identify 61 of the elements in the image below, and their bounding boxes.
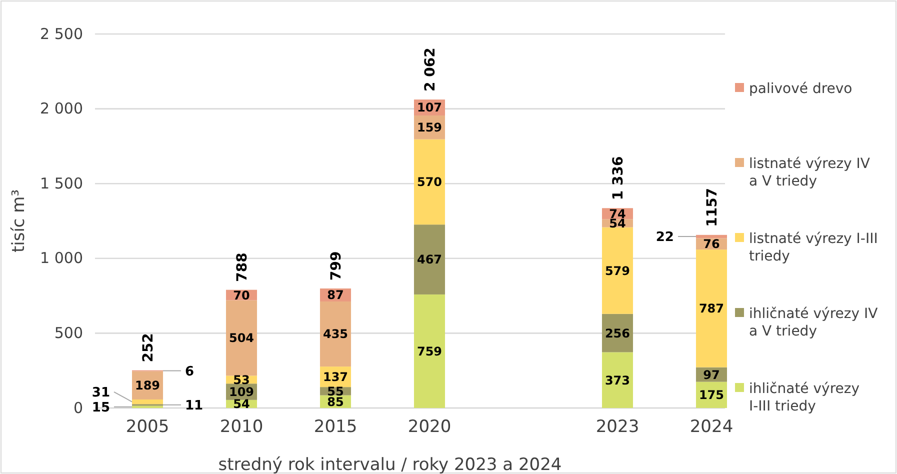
data-label: 189: [134, 378, 160, 393]
y-axis-title: tisíc m³: [9, 189, 29, 253]
data-label: 137: [322, 370, 348, 384]
data-label: 31: [92, 385, 110, 400]
data-label: 11: [185, 398, 204, 414]
data-label: 76: [703, 237, 720, 252]
legend-label: ihličnaté výrezy I-III triedy: [749, 380, 860, 414]
x-axis-title: stredný rok intervalu / roky 2023 a 2024: [218, 455, 562, 474]
bar: [414, 224, 446, 294]
data-label: 15: [92, 400, 110, 416]
total-label: 799: [328, 251, 344, 280]
data-label: 579: [604, 264, 630, 278]
bar: [602, 352, 634, 408]
bar: [132, 399, 164, 404]
data-label: 6: [185, 364, 194, 380]
data-label: 787: [698, 302, 724, 316]
total-label: 788: [234, 252, 250, 282]
x-tick-label: 2015: [314, 417, 358, 438]
legend-label: listnaté výrezy I-III triedy: [749, 230, 878, 264]
x-tick-label: 2020: [408, 417, 452, 438]
x-tick-label: 2005: [126, 417, 170, 438]
bar: [696, 234, 727, 238]
total-label: 2 062: [422, 48, 438, 92]
bar: [696, 250, 727, 368]
data-label: 109: [228, 384, 254, 399]
legend-label: ihličnaté výrezy IV a V triedy: [749, 306, 878, 340]
y-tick-label: 500: [54, 324, 83, 342]
total-label: 252: [140, 333, 156, 362]
bar: [320, 301, 352, 367]
total-label: 1 336: [610, 156, 626, 200]
data-label: 435: [322, 327, 348, 342]
data-label: 759: [416, 344, 442, 358]
bar: [602, 227, 634, 314]
legend-label: listnaté výrezy IV a V triedy: [749, 156, 870, 190]
y-tick-label: 2 500: [40, 24, 83, 43]
data-label: 22: [656, 230, 674, 246]
x-tick-label: 2023: [596, 417, 640, 438]
y-tick-label: 0: [73, 398, 83, 417]
data-label: 70: [233, 288, 250, 302]
data-label: 175: [698, 388, 724, 402]
legend-label: palivové drevo: [749, 80, 852, 97]
data-label: 107: [416, 100, 442, 115]
data-label: 53: [233, 372, 250, 387]
x-tick-label: 2024: [690, 417, 734, 438]
data-label: 256: [604, 326, 630, 340]
x-tick-label: 2010: [220, 417, 264, 438]
y-tick-label: 1 000: [40, 249, 83, 268]
data-label: 504: [228, 331, 254, 346]
bar: [414, 294, 446, 408]
data-label: 570: [416, 175, 442, 190]
data-label: 54: [233, 397, 250, 412]
data-label: 97: [703, 368, 720, 382]
bar: [226, 300, 258, 376]
data-label: 87: [327, 288, 344, 302]
data-label: 159: [416, 120, 442, 135]
data-label: 467: [416, 252, 442, 267]
y-tick-label: 1 500: [40, 174, 83, 192]
bar: [414, 139, 446, 225]
total-label: 1157: [704, 188, 720, 227]
data-label: 373: [604, 373, 630, 388]
y-tick-label: 2 000: [40, 100, 83, 118]
